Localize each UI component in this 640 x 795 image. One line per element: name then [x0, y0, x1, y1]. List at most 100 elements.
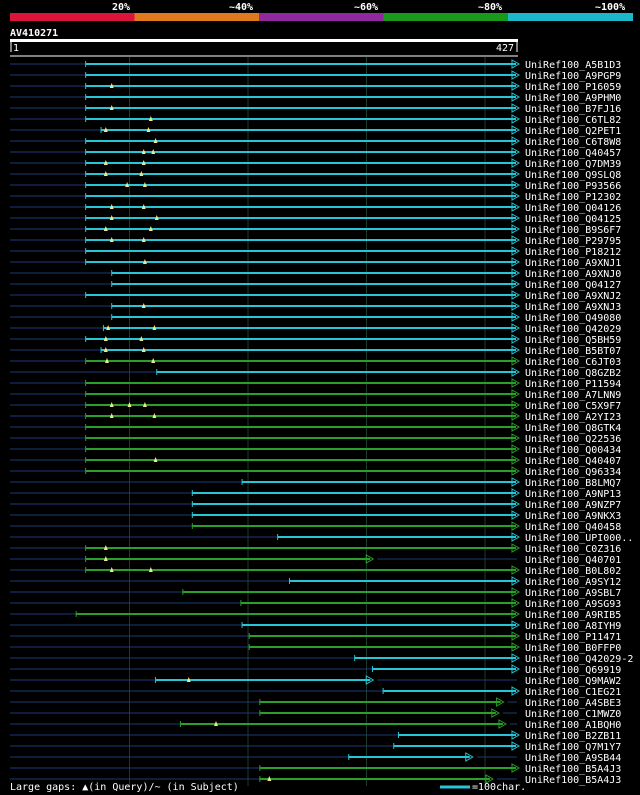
hit-label[interactable]: UniRef100_Q7DM39	[525, 159, 621, 170]
hit-label[interactable]: UniRef100_Q42029	[525, 324, 621, 335]
hit-label[interactable]: UniRef100_Q8GTK4	[525, 423, 621, 434]
hit-row[interactable]: UniRef100_UPI000..	[10, 532, 633, 544]
hit-label[interactable]: UniRef100_A9NKX3	[525, 511, 621, 522]
hit-row[interactable]: UniRef100_A9SG93	[10, 598, 621, 610]
hit-row[interactable]: UniRef100_C5X9F7	[10, 400, 621, 412]
hit-row[interactable]: UniRef100_A9NZP7	[10, 499, 621, 511]
hit-row[interactable]: UniRef100_A9PGP9	[10, 70, 621, 82]
hit-label[interactable]: UniRef100_A9SBL7	[525, 588, 621, 599]
hit-row[interactable]: UniRef100_Q49080	[10, 312, 621, 324]
hit-label[interactable]: UniRef100_Q40407	[525, 456, 621, 467]
hit-row[interactable]: UniRef100_Q7M1Y7	[10, 741, 621, 753]
hit-row[interactable]: UniRef100_C1EG21	[10, 686, 621, 698]
hit-label[interactable]: UniRef100_Q96334	[525, 467, 621, 478]
hit-row[interactable]: UniRef100_A9RIB5	[10, 609, 621, 621]
hit-label[interactable]: UniRef100_A9PGP9	[525, 71, 621, 82]
hit-row[interactable]: UniRef100_B5A4J3	[10, 763, 621, 775]
hit-label[interactable]: UniRef100_B0FFP0	[525, 643, 621, 654]
hit-label[interactable]: UniRef100_P29795	[525, 236, 621, 247]
hit-label[interactable]: UniRef100_A9XNJ3	[525, 302, 621, 313]
hit-label[interactable]: UniRef100_A9NZP7	[525, 500, 621, 511]
hit-row[interactable]: UniRef100_Q96334	[10, 466, 621, 478]
hit-row[interactable]: UniRef100_B7FJ16	[10, 103, 621, 115]
hit-label[interactable]: UniRef100_A9PHM0	[525, 93, 621, 104]
hit-label[interactable]: UniRef100_Q40701	[525, 555, 621, 566]
hit-row[interactable]: UniRef100_B0L802	[10, 565, 621, 577]
hit-row[interactable]: UniRef100_A7LNN9	[10, 389, 621, 401]
hit-label[interactable]: UniRef100_UPI000..	[525, 533, 633, 544]
hit-label[interactable]: UniRef100_A9SG93	[525, 599, 621, 610]
hit-row[interactable]: UniRef100_B5BT07	[10, 345, 621, 357]
hit-row[interactable]: UniRef100_Q42029	[10, 323, 621, 335]
hit-label[interactable]: UniRef100_C6T8W8	[525, 137, 621, 148]
hit-label[interactable]: UniRef100_Q04125	[525, 214, 621, 225]
hit-label[interactable]: UniRef100_P16059	[525, 82, 621, 93]
hit-label[interactable]: UniRef100_A4SBE3	[525, 698, 621, 709]
hit-label[interactable]: UniRef100_B5BT07	[525, 346, 621, 357]
hit-label[interactable]: UniRef100_Q9MAW2	[525, 676, 621, 687]
hit-row[interactable]: UniRef100_Q04126	[10, 202, 621, 214]
hit-row[interactable]: UniRef100_A9NP13	[10, 488, 621, 500]
hit-label[interactable]: UniRef100_Q49080	[525, 313, 621, 324]
hit-row[interactable]: UniRef100_A9SY12	[10, 576, 621, 588]
hit-label[interactable]: UniRef100_B9S6F7	[525, 225, 621, 236]
hit-label[interactable]: UniRef100_C5X9F7	[525, 401, 621, 412]
hit-label[interactable]: UniRef100_C1EG21	[525, 687, 621, 698]
hit-row[interactable]: UniRef100_Q40407	[10, 455, 621, 467]
hit-label[interactable]: UniRef100_Q5BH59	[525, 335, 621, 346]
hit-label[interactable]: UniRef100_Q00434	[525, 445, 621, 456]
hit-label[interactable]: UniRef100_A9SY12	[525, 577, 621, 588]
hit-label[interactable]: UniRef100_P11594	[525, 379, 621, 390]
hit-label[interactable]: UniRef100_B5A4J3	[525, 764, 621, 775]
hit-label[interactable]: UniRef100_B0L802	[525, 566, 621, 577]
hit-row[interactable]: UniRef100_Q00434	[10, 444, 621, 456]
hit-row[interactable]: UniRef100_Q42029-2	[10, 653, 633, 665]
hit-row[interactable]: UniRef100_A9SB44	[10, 752, 621, 764]
hit-row[interactable]: UniRef100_Q40458	[10, 521, 621, 533]
hit-row[interactable]: UniRef100_Q5BH59	[10, 334, 621, 346]
hit-row[interactable]: UniRef100_P93566	[10, 180, 621, 192]
hit-label[interactable]: UniRef100_Q22536	[525, 434, 621, 445]
hit-row[interactable]: UniRef100_Q40701	[10, 554, 621, 566]
hit-label[interactable]: UniRef100_B8LMQ7	[525, 478, 621, 489]
hit-label[interactable]: UniRef100_Q7M1Y7	[525, 742, 621, 753]
hit-row[interactable]: UniRef100_A9XNJ3	[10, 301, 621, 313]
hit-row[interactable]: UniRef100_Q04125	[10, 213, 621, 225]
hit-row[interactable]: UniRef100_P18212	[10, 246, 621, 258]
hit-label[interactable]: UniRef100_Q04126	[525, 203, 621, 214]
hit-row[interactable]: UniRef100_A5B1D3	[10, 59, 621, 71]
hit-label[interactable]: UniRef100_Q40458	[525, 522, 621, 533]
hit-row[interactable]: UniRef100_A9XNJ2	[10, 290, 621, 302]
hit-row[interactable]: UniRef100_Q8GTK4	[10, 422, 621, 434]
hit-label[interactable]: UniRef100_A1BQH0	[525, 720, 621, 731]
hit-row[interactable]: UniRef100_C6JT03	[10, 356, 621, 368]
hit-label[interactable]: UniRef100_P18212	[525, 247, 621, 258]
hit-row[interactable]: UniRef100_B2ZB11	[10, 730, 621, 742]
hit-label[interactable]: UniRef100_P93566	[525, 181, 621, 192]
hit-row[interactable]: UniRef100_B9S6F7	[10, 224, 621, 236]
hit-row[interactable]: UniRef100_Q8GZB2	[10, 367, 621, 379]
hit-label[interactable]: UniRef100_B7FJ16	[525, 104, 621, 115]
hit-row[interactable]: UniRef100_A9NKX3	[10, 510, 621, 522]
hit-row[interactable]: UniRef100_Q04127	[10, 279, 621, 291]
hit-row[interactable]: UniRef100_Q40457	[10, 147, 621, 159]
hit-label[interactable]: UniRef100_A9XNJ0	[525, 269, 621, 280]
hit-label[interactable]: UniRef100_Q2PET1	[525, 126, 621, 137]
hit-label[interactable]: UniRef100_Q04127	[525, 280, 621, 291]
hit-row[interactable]: UniRef100_A9PHM0	[10, 92, 621, 104]
hit-label[interactable]: UniRef100_Q8GZB2	[525, 368, 621, 379]
hit-row[interactable]: UniRef100_P11594	[10, 378, 621, 390]
hit-row[interactable]: UniRef100_Q9SLQ8	[10, 169, 621, 181]
hit-row[interactable]: UniRef100_P29795	[10, 235, 621, 247]
hit-row[interactable]: UniRef100_P16059	[10, 81, 621, 93]
hit-row[interactable]: UniRef100_Q9MAW2	[10, 675, 621, 687]
hit-label[interactable]: UniRef100_C1MWZ0	[525, 709, 621, 720]
hit-label[interactable]: UniRef100_C6TL82	[525, 115, 621, 126]
hit-label[interactable]: UniRef100_A8IYH9	[525, 621, 621, 632]
hit-label[interactable]: UniRef100_A9RIB5	[525, 610, 621, 621]
hit-row[interactable]: UniRef100_B8LMQ7	[10, 477, 621, 489]
hit-label[interactable]: UniRef100_Q9SLQ8	[525, 170, 621, 181]
hit-label[interactable]: UniRef100_P12302	[525, 192, 621, 203]
hit-label[interactable]: UniRef100_B2ZB11	[525, 731, 621, 742]
hit-label[interactable]: UniRef100_Q42029-2	[525, 654, 633, 665]
